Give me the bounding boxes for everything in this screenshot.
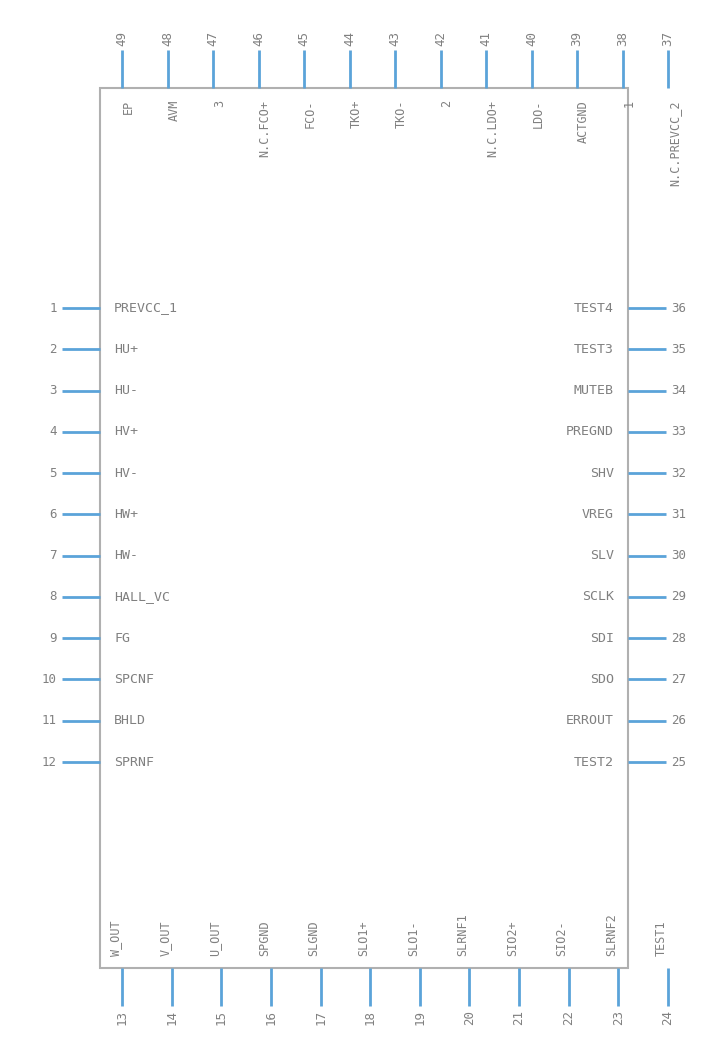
Text: 25: 25	[671, 756, 686, 768]
Text: HW+: HW+	[114, 508, 138, 521]
Text: TEST2: TEST2	[574, 756, 614, 768]
Text: SLV: SLV	[590, 549, 614, 562]
Text: HV-: HV-	[114, 466, 138, 480]
Text: N.C.FCO+: N.C.FCO+	[258, 100, 272, 157]
Text: 2: 2	[50, 343, 57, 355]
Text: HU-: HU-	[114, 384, 138, 397]
Text: PREVCC_1: PREVCC_1	[114, 302, 178, 314]
Text: 30: 30	[671, 549, 686, 562]
Text: 21: 21	[513, 1010, 526, 1025]
Text: 13: 13	[116, 1010, 129, 1025]
Text: 16: 16	[264, 1010, 277, 1025]
Text: VREG: VREG	[582, 508, 614, 521]
Text: TKO-: TKO-	[395, 100, 408, 129]
Text: AVM: AVM	[167, 100, 181, 122]
Text: 43: 43	[389, 31, 402, 46]
Text: 19: 19	[414, 1010, 427, 1025]
Text: 45: 45	[298, 31, 311, 46]
Text: SDO: SDO	[590, 673, 614, 686]
Text: 40: 40	[525, 31, 538, 46]
Text: 3: 3	[50, 384, 57, 397]
Text: 42: 42	[434, 31, 447, 46]
Text: ERROUT: ERROUT	[566, 715, 614, 727]
Text: SDI: SDI	[590, 632, 614, 645]
Text: 28: 28	[671, 632, 686, 645]
Text: 1: 1	[50, 302, 57, 314]
Text: FCO-: FCO-	[304, 100, 317, 129]
Text: TEST1: TEST1	[655, 920, 668, 956]
Text: TKO+: TKO+	[349, 100, 363, 129]
Text: 34: 34	[671, 384, 686, 397]
Text: BHLD: BHLD	[114, 715, 146, 727]
Text: U_OUT: U_OUT	[208, 920, 221, 956]
Text: 15: 15	[215, 1010, 228, 1025]
Text: W_OUT: W_OUT	[109, 920, 122, 956]
Text: 41: 41	[480, 31, 493, 46]
Text: PREGND: PREGND	[566, 425, 614, 438]
Text: N.C.LDO+: N.C.LDO+	[486, 100, 499, 157]
Text: HW-: HW-	[114, 549, 138, 562]
Text: 17: 17	[314, 1010, 327, 1025]
Text: 46: 46	[252, 31, 265, 46]
Text: 33: 33	[671, 425, 686, 438]
Text: 38: 38	[616, 31, 629, 46]
Text: 20: 20	[463, 1010, 476, 1025]
Text: ACTGND: ACTGND	[577, 100, 590, 143]
Text: 11: 11	[42, 715, 57, 727]
Text: 49: 49	[116, 31, 129, 46]
Text: 22: 22	[562, 1010, 575, 1025]
Text: LDO-: LDO-	[531, 100, 545, 129]
Text: 9: 9	[50, 632, 57, 645]
Text: MUTEB: MUTEB	[574, 384, 614, 397]
Text: V_OUT: V_OUT	[159, 920, 172, 956]
Text: SIO2-: SIO2-	[555, 920, 569, 956]
Text: SHV: SHV	[590, 466, 614, 480]
Text: 39: 39	[571, 31, 584, 46]
Text: SLRNF2: SLRNF2	[606, 913, 618, 956]
Text: TEST3: TEST3	[574, 343, 614, 355]
Text: SLO1-: SLO1-	[407, 920, 420, 956]
Text: EP: EP	[122, 100, 135, 114]
Text: 32: 32	[671, 466, 686, 480]
Text: TEST4: TEST4	[574, 302, 614, 314]
Text: 2: 2	[440, 100, 454, 107]
Text: FG: FG	[114, 632, 130, 645]
Text: 1: 1	[622, 100, 636, 107]
Text: 47: 47	[207, 31, 220, 46]
Text: SPCNF: SPCNF	[114, 673, 154, 686]
Text: SIO2+: SIO2+	[506, 920, 519, 956]
Text: SPGND: SPGND	[258, 920, 271, 956]
Text: SLRNF1: SLRNF1	[456, 913, 470, 956]
Text: 35: 35	[671, 343, 686, 355]
Text: 3: 3	[213, 100, 226, 107]
Text: 6: 6	[50, 508, 57, 521]
Text: 23: 23	[612, 1010, 625, 1025]
Text: HU+: HU+	[114, 343, 138, 355]
Text: 29: 29	[671, 590, 686, 604]
Text: 7: 7	[50, 549, 57, 562]
Text: 36: 36	[671, 302, 686, 314]
Text: 31: 31	[671, 508, 686, 521]
Text: 24: 24	[662, 1010, 675, 1025]
Text: 5: 5	[50, 466, 57, 480]
Text: N.C.PREVCC_2: N.C.PREVCC_2	[668, 100, 681, 185]
Text: 12: 12	[42, 756, 57, 768]
Text: 10: 10	[42, 673, 57, 686]
Text: 8: 8	[50, 590, 57, 604]
Text: SCLK: SCLK	[582, 590, 614, 604]
Text: 37: 37	[662, 31, 675, 46]
Bar	[100, 88, 628, 968]
Text: SLGND: SLGND	[307, 920, 320, 956]
Text: HALL_VC: HALL_VC	[114, 590, 170, 604]
Text: 14: 14	[165, 1010, 178, 1025]
Text: SLO1+: SLO1+	[357, 920, 370, 956]
Text: HV+: HV+	[114, 425, 138, 438]
Text: 4: 4	[50, 425, 57, 438]
Text: 44: 44	[343, 31, 356, 46]
Text: 26: 26	[671, 715, 686, 727]
Text: 48: 48	[161, 31, 174, 46]
Text: 18: 18	[364, 1010, 376, 1025]
Text: SPRNF: SPRNF	[114, 756, 154, 768]
Text: 27: 27	[671, 673, 686, 686]
